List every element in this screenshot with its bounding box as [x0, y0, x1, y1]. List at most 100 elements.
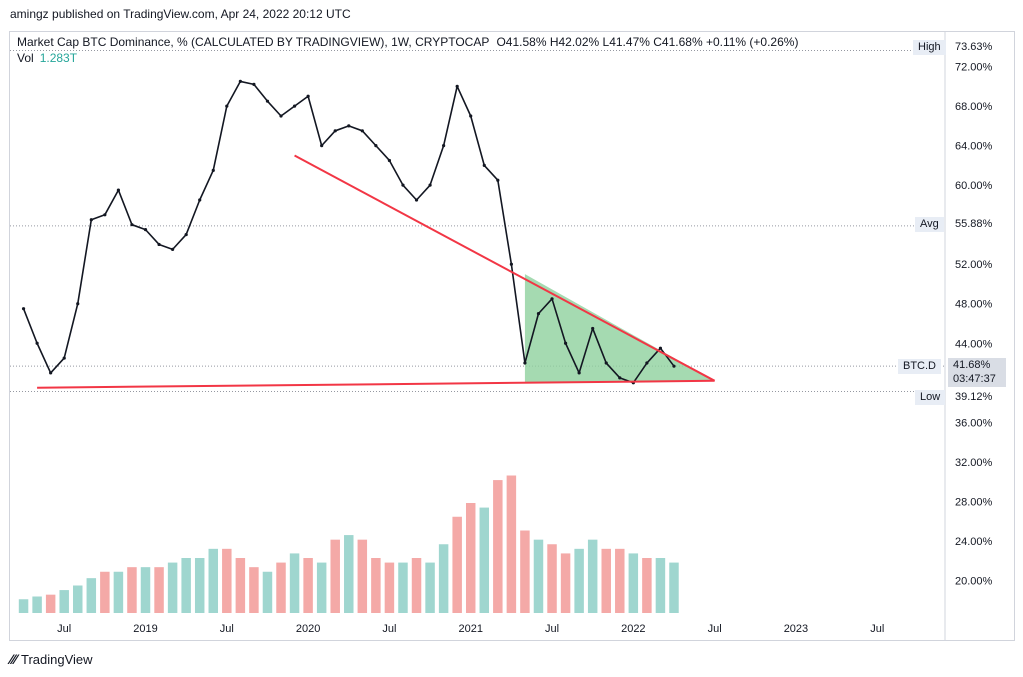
- price-point: [320, 144, 324, 148]
- volume-legend: Vol 1.283T: [17, 51, 77, 65]
- support-trendline: [37, 379, 715, 389]
- volume-bar: [18, 599, 29, 613]
- price-point: [469, 114, 473, 118]
- footer-brand: TradingView: [21, 651, 93, 667]
- volume-bar: [316, 562, 327, 613]
- price-point: [658, 346, 663, 350]
- price-point: [49, 371, 53, 375]
- volume-bar: [208, 548, 219, 613]
- price-point: [103, 213, 107, 217]
- volume-bar: [140, 567, 151, 613]
- low-marker-label: Low: [915, 390, 946, 405]
- volume-value: 1.283T: [39, 51, 78, 65]
- volume-bar: [32, 596, 42, 613]
- price-point: [347, 124, 351, 128]
- x-tick-label: Jul: [220, 623, 234, 635]
- price-point: [591, 326, 595, 331]
- volume-bar: [398, 562, 408, 613]
- price-point: [672, 364, 676, 368]
- price-point: [360, 129, 364, 133]
- y-tick-label: 32.00%: [955, 457, 993, 469]
- volume-bar: [330, 539, 340, 613]
- volume-bar: [303, 558, 313, 613]
- volume-bar: [452, 516, 462, 613]
- price-point: [428, 183, 432, 187]
- price-point: [523, 361, 527, 365]
- price-point: [157, 242, 161, 247]
- price-point: [279, 114, 283, 118]
- volume-bar: [506, 475, 517, 613]
- symbol-tag: BTC.D: [898, 359, 941, 374]
- price-point: [374, 144, 378, 148]
- price-point: [496, 178, 500, 182]
- price-point: [645, 361, 649, 365]
- y-tick-label: 20.00%: [955, 575, 993, 587]
- price-point: [306, 94, 310, 98]
- price-point: [116, 188, 121, 192]
- volume-bar: [411, 558, 422, 613]
- price-point: [292, 104, 297, 108]
- price-point: [184, 232, 188, 237]
- price-point: [62, 356, 66, 360]
- volume-bar: [628, 553, 639, 613]
- volume-bar: [289, 553, 300, 613]
- volume-bar: [547, 544, 557, 613]
- price-point: [76, 302, 80, 306]
- price-point: [35, 341, 39, 345]
- y-tick-label: 72.00%: [955, 62, 993, 74]
- chart-frame[interactable]: [9, 31, 1015, 641]
- footer[interactable]: ⁄⁄⁄ TradingView: [10, 651, 93, 667]
- price-point: [265, 99, 270, 103]
- volume-bar: [154, 567, 164, 613]
- volume-bar: [669, 562, 679, 613]
- price-point: [482, 163, 486, 167]
- volume-bar: [465, 503, 476, 613]
- price-point: [509, 262, 513, 266]
- volume-bar: [344, 535, 354, 613]
- price-point: [414, 198, 419, 202]
- last-value-tag: 41.68%: [948, 358, 1006, 373]
- price-point: [198, 198, 202, 202]
- low-marker-value: 39.12%: [955, 391, 993, 403]
- price-point: [143, 228, 148, 232]
- volume-bar: [127, 567, 137, 613]
- volume-bar: [438, 544, 449, 613]
- price-point: [536, 312, 541, 316]
- volume-bar: [167, 562, 178, 613]
- countdown-tag: 03:47:37: [948, 372, 1006, 387]
- volume-bar: [59, 590, 69, 613]
- volume-bar: [86, 578, 97, 613]
- price-point: [333, 129, 337, 133]
- price-point: [171, 247, 175, 251]
- price-point: [563, 341, 568, 345]
- y-tick-label: 44.00%: [955, 338, 993, 350]
- y-tick-label: 64.00%: [955, 141, 993, 153]
- volume-bar: [601, 548, 611, 613]
- y-tick-label: 28.00%: [955, 496, 993, 508]
- volume-bar: [276, 562, 286, 613]
- volume-label: Vol: [17, 51, 34, 65]
- volume-bar: [479, 507, 490, 613]
- volume-bar: [249, 567, 259, 613]
- volume-bar: [45, 594, 56, 613]
- volume-bar: [100, 571, 110, 613]
- high-marker-label: High: [913, 40, 946, 55]
- y-tick-label: 60.00%: [955, 180, 993, 192]
- x-tick-label: 2021: [458, 623, 482, 635]
- legend-ohlc: O41.58% H42.02% L41.47% C41.68% +0.11% (…: [496, 35, 799, 49]
- price-point: [387, 158, 392, 163]
- volume-bar: [533, 539, 544, 613]
- price-point: [618, 376, 622, 380]
- volume-bar: [384, 562, 395, 613]
- volume-bar: [587, 539, 598, 613]
- y-tick-label: 68.00%: [955, 101, 993, 113]
- volume-bar: [371, 558, 381, 613]
- price-point: [225, 104, 229, 108]
- volume-bar: [493, 480, 503, 613]
- volume-bar: [574, 548, 584, 613]
- x-tick-label: Jul: [545, 623, 559, 635]
- volume-bar: [615, 548, 625, 613]
- legend-title: Market Cap BTC Dominance, % (CALCULATED …: [17, 35, 490, 49]
- price-point: [455, 84, 459, 88]
